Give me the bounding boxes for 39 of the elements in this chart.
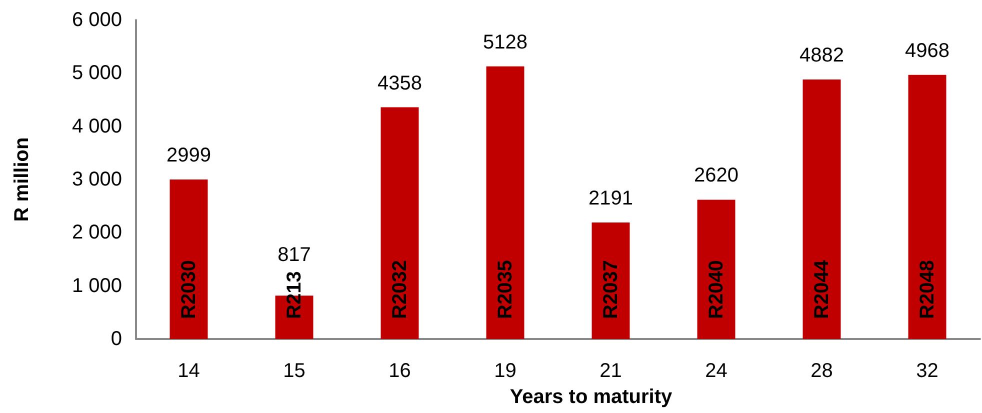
data-label: 4882	[800, 44, 844, 66]
annotation: R2048	[916, 260, 938, 319]
bar	[697, 200, 736, 339]
y-tick-label: 1 000	[72, 274, 122, 297]
x-tick-label: 15	[283, 360, 306, 382]
bar	[486, 66, 524, 339]
annotation: R2040	[705, 260, 728, 319]
bar	[380, 107, 419, 339]
data-label: 2999	[166, 144, 211, 167]
bar	[170, 180, 208, 339]
annotation: R2044	[810, 259, 833, 319]
data-label: 2191	[588, 188, 633, 210]
x-tick-label: 21	[600, 360, 622, 382]
bar	[908, 74, 946, 339]
annotation: R213	[283, 271, 306, 319]
y-tick-label: 4 000	[72, 115, 122, 138]
data-label: 4358	[378, 72, 422, 94]
x-tick-label: 32	[916, 360, 938, 382]
x-tick-label: 24	[705, 360, 728, 382]
y-tick-label: 6 000	[72, 9, 122, 31]
y-tick-label: 2 000	[72, 222, 122, 244]
data-label: 817	[278, 244, 311, 266]
y-tick-label: 5 000	[72, 62, 122, 84]
x-tick-label: 19	[494, 360, 516, 382]
x-tick-label: 28	[810, 360, 833, 382]
x-tick-label: 16	[388, 360, 411, 382]
y-tick-label: 3 000	[72, 168, 122, 190]
y-axis-title: R million	[11, 137, 33, 222]
annotation: R2030	[178, 260, 200, 319]
x-axis-title: Years to maturity	[510, 386, 674, 408]
y-tick-label: 0	[110, 328, 122, 350]
annotation: R2035	[494, 260, 516, 319]
data-label: 2620	[694, 164, 738, 187]
x-tick-label: 14	[178, 360, 200, 382]
data-label: 5128	[483, 31, 528, 54]
bar	[802, 79, 841, 339]
annotation: R2037	[600, 260, 622, 319]
data-label: 4968	[905, 40, 950, 62]
annotation: R2032	[388, 260, 411, 319]
